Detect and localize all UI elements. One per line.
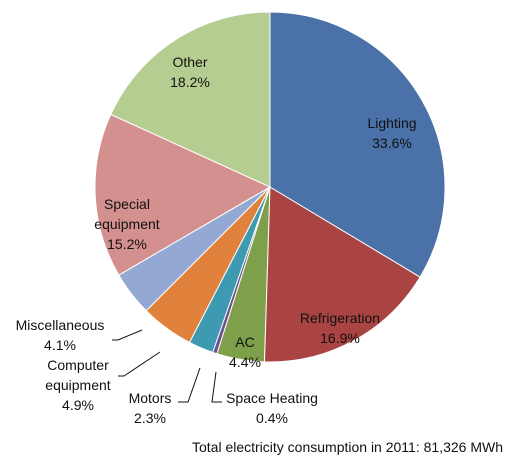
leader-line xyxy=(118,351,161,377)
value-label: 4.9% xyxy=(62,397,94,413)
pie-slice xyxy=(110,11,271,188)
category-label: Lighting xyxy=(367,115,417,131)
value-label: 15.2% xyxy=(107,236,147,252)
category-label: Space Heating xyxy=(226,390,318,406)
slice-label: Motors 2.3% xyxy=(110,388,190,428)
category-label: Motors xyxy=(128,390,172,406)
pie-slice xyxy=(94,113,272,276)
pie-slice xyxy=(263,186,421,363)
leader-line xyxy=(211,371,222,403)
value-label: 18.2% xyxy=(170,74,210,90)
slice-label: Refrigeration 16.9% xyxy=(280,308,400,348)
category-label: Other xyxy=(172,54,208,70)
value-label: 0.4% xyxy=(256,410,288,426)
value-label: 16.9% xyxy=(320,330,360,346)
slice-label: Miscellaneous 4.1% xyxy=(5,315,115,355)
annotation: Total electricity consumption in 2011: 8… xyxy=(191,439,503,455)
slice-label: Other 18.2% xyxy=(140,52,240,92)
value-label: 4.1% xyxy=(44,337,76,353)
category-label: AC xyxy=(235,334,255,350)
value-label: 33.6% xyxy=(372,135,412,151)
slice-label: Space Heating 0.4% xyxy=(212,388,332,428)
category-label: Refrigeration xyxy=(299,310,381,326)
value-label: 4.4% xyxy=(229,354,261,370)
leader-line xyxy=(178,367,201,403)
category-label: Computer equipment xyxy=(45,357,111,393)
category-label: Miscellaneous xyxy=(15,317,105,333)
slice-label: Computer equipment 4.9% xyxy=(43,355,113,415)
slice-label: AC 4.4% xyxy=(215,332,275,372)
value-label: 2.3% xyxy=(134,410,166,426)
leader-line xyxy=(112,329,143,341)
slice-label: Lighting 33.6% xyxy=(332,113,452,153)
pie-slice xyxy=(269,11,446,278)
slice-label: Special equipment 15.2% xyxy=(77,194,177,254)
category-label: Special equipment xyxy=(94,196,160,232)
